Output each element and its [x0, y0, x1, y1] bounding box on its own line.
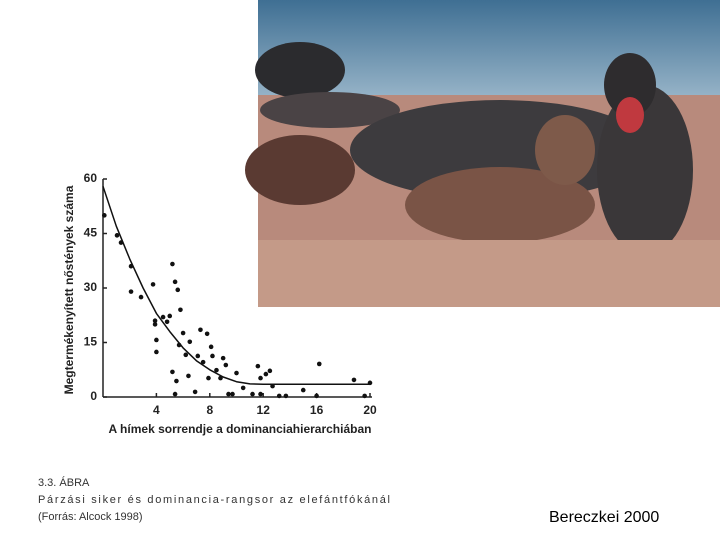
data-point [200, 359, 206, 365]
data-point [152, 322, 158, 327]
data-point [283, 393, 289, 399]
data-point [152, 318, 158, 324]
data-point [183, 352, 189, 358]
data-point [187, 339, 193, 345]
data-point [230, 391, 235, 397]
data-point [175, 287, 181, 293]
data-point [154, 349, 159, 355]
x-tick-label: 4 [153, 403, 160, 417]
seal-photo [245, 0, 720, 307]
data-point [167, 313, 173, 319]
data-point [172, 279, 178, 285]
data-point [195, 353, 201, 359]
data-point [206, 375, 211, 381]
caption-source: (Forrás: Alcock 1998) [38, 511, 143, 523]
data-point [214, 367, 219, 373]
data-point [198, 327, 203, 333]
data-point [276, 393, 282, 399]
data-point [164, 319, 170, 325]
data-point [250, 391, 255, 397]
y-tick-label: 15 [84, 335, 98, 349]
data-point [170, 261, 175, 267]
data-point [180, 330, 186, 336]
data-point [204, 331, 210, 337]
x-tick-label: 8 [206, 403, 213, 417]
data-point [210, 353, 215, 359]
data-point [240, 385, 246, 391]
x-tick-label: 12 [257, 403, 271, 417]
data-point [314, 393, 319, 399]
data-point [351, 377, 357, 383]
credit: Bereczkei 2000 [549, 509, 659, 526]
data-point [128, 289, 134, 294]
data-point [218, 375, 223, 381]
x-tick-label: 20 [363, 403, 377, 417]
data-point [154, 337, 159, 343]
data-point [138, 294, 144, 300]
y-tick-label: 0 [90, 389, 97, 403]
y-tick-label: 30 [84, 280, 98, 294]
data-point [172, 391, 178, 397]
caption: 3.3. ÁBRA Párzási siker és dominancia-ra… [38, 476, 390, 523]
data-point [128, 263, 134, 269]
caption-label: 3.3. ÁBRA [38, 476, 90, 489]
data-point [270, 383, 275, 389]
data-point [362, 393, 367, 399]
data-point [178, 307, 183, 313]
data-point [192, 389, 198, 395]
data-point [208, 344, 214, 350]
y-tick-label: 45 [84, 226, 98, 240]
data-point [118, 240, 124, 245]
data-point [160, 314, 166, 320]
data-point [234, 370, 239, 376]
data-point [114, 233, 120, 238]
data-point [226, 391, 231, 397]
data-point [367, 380, 373, 386]
data-point [186, 373, 191, 379]
data-point [174, 378, 179, 384]
data-point [102, 213, 107, 218]
data-point [223, 362, 229, 368]
y-axis-label: Megtermékenyített nőstények száma [62, 185, 76, 394]
data-point [258, 375, 263, 381]
x-axis-label: A hímek sorrendje a dominanciahierarchiá… [109, 422, 372, 436]
data-point [316, 361, 322, 367]
data-point [220, 355, 226, 361]
data-point [255, 363, 261, 369]
data-point [176, 342, 182, 348]
data-point [300, 387, 306, 393]
data-point [258, 391, 263, 397]
x-tick-label: 16 [310, 403, 324, 417]
data-point [263, 371, 269, 377]
data-point [150, 282, 156, 287]
fit-curve [102, 186, 370, 386]
y-tick-label: 60 [84, 171, 98, 185]
data-point [170, 369, 175, 375]
data-point [267, 368, 273, 374]
caption-text: Párzási siker és dominancia-rangsor az e… [38, 494, 390, 506]
